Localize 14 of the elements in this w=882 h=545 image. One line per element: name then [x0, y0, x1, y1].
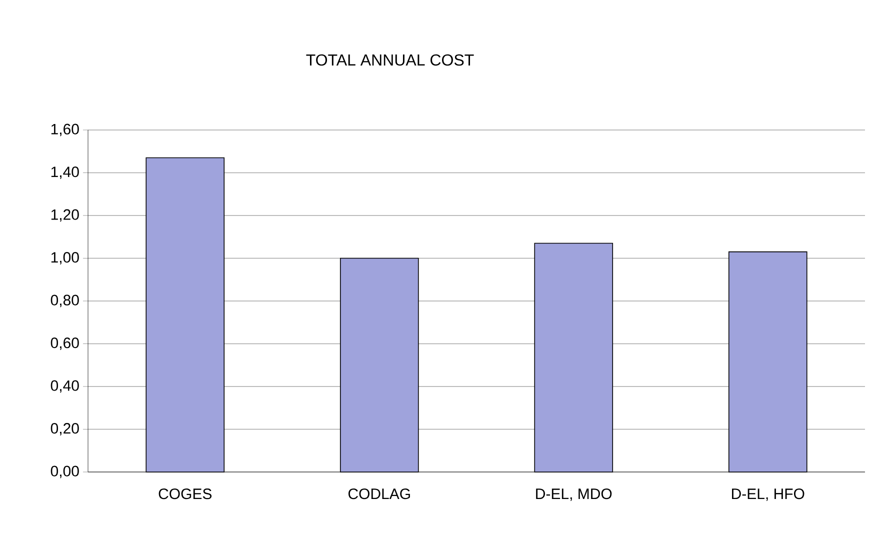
y-tick-label: 1,60 — [51, 124, 79, 136]
y-tick-label: 1,40 — [51, 166, 79, 179]
x-tick-label: CODLAG — [348, 488, 410, 500]
y-tick-label: 0,80 — [50, 294, 79, 308]
y-tick-label: 1,00 — [51, 252, 79, 264]
y-tick-label: 0,40 — [50, 380, 79, 393]
y-tick-label: 0,60 — [50, 338, 79, 350]
x-tick-label: D-EL, MDO — [536, 488, 612, 501]
y-tick-label: 1,20 — [51, 209, 79, 222]
y-tick-label: 0,00 — [50, 466, 79, 478]
x-tick-label: D-EL, HFO — [732, 488, 804, 501]
x-tick-label: COGES — [158, 488, 212, 500]
chart-title: TOTAL ANNUAL COST — [306, 54, 474, 66]
y-tick-label: 0,20 — [50, 423, 79, 436]
